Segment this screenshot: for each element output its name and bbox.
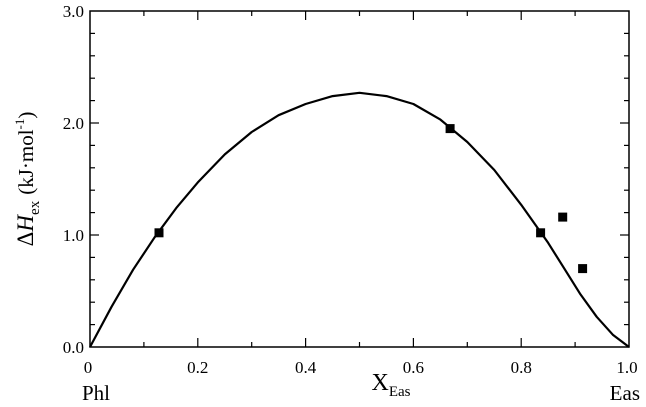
- plot-frame: [89, 10, 630, 348]
- y-axis-title-close: ): [14, 112, 38, 119]
- data-point: [536, 228, 546, 238]
- ticks: [90, 11, 629, 347]
- x-tick-label: 1.0: [616, 358, 637, 377]
- end-label-right: Eas: [610, 381, 640, 405]
- y-tick-label: 1.0: [63, 226, 84, 245]
- y-tick-label: 0.0: [63, 338, 84, 357]
- y-tick-label: 3.0: [63, 2, 84, 21]
- end-label-left: Phl: [82, 381, 110, 405]
- x-tick-label: 0.4: [295, 358, 317, 377]
- data-point: [558, 212, 568, 222]
- data-point: [445, 124, 455, 134]
- data-point: [154, 228, 164, 238]
- x-tick-label: 0: [84, 358, 93, 377]
- y-tick-label: 2.0: [63, 114, 84, 133]
- y-axis-title-main: H: [13, 214, 38, 233]
- x-axis-title: XEas: [371, 370, 410, 400]
- x-tick-label: 0.6: [403, 358, 424, 377]
- x-tick-label: 0.8: [511, 358, 532, 377]
- y-axis-title-sub: ex: [27, 200, 43, 215]
- y-axis-title-sup: -1: [12, 119, 27, 130]
- x-axis-title-main: X: [371, 370, 388, 396]
- data-markers: [154, 124, 588, 274]
- y-axis-title-delta: Δ: [13, 232, 38, 247]
- x-axis-title-sub: Eas: [389, 384, 411, 400]
- fit-curve: [89, 91, 630, 348]
- x-tick-label: 0.2: [187, 358, 208, 377]
- data-point: [578, 264, 588, 274]
- y-axis-title: ΔHex (kJ·mol-1): [12, 112, 43, 247]
- y-axis-title-unit: (kJ·mol: [14, 129, 38, 194]
- tick-labels: 0 0.2 0.4 0.6 0.8 1.0 0.0 1.0 2.0 3.0: [63, 2, 638, 377]
